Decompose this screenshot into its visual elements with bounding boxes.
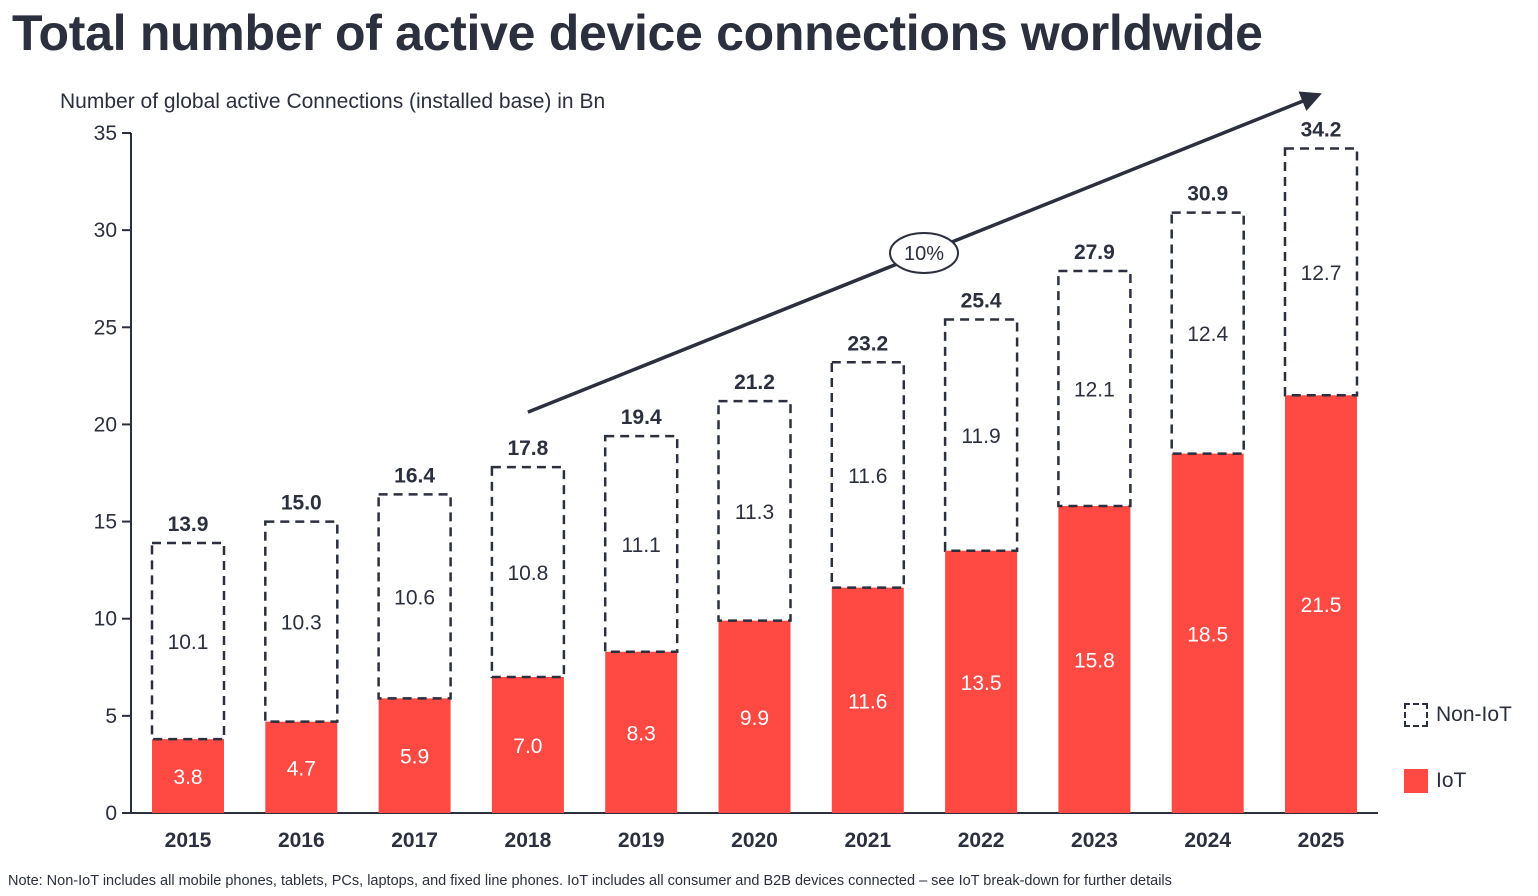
- y-tick-label: 15: [94, 511, 117, 534]
- y-tick-label: 5: [105, 705, 117, 728]
- total-label: 21.2: [734, 371, 775, 394]
- legend-swatch-non-iot: [1404, 703, 1428, 727]
- data-label-non-iot: 12.7: [1301, 262, 1342, 285]
- total-label: 27.9: [1074, 241, 1115, 264]
- bar-non-iot: [1283, 147, 1359, 397]
- legend-item-iot: IoT: [1404, 769, 1466, 793]
- total-label: 19.4: [621, 406, 662, 429]
- data-label-non-iot: 11.1: [622, 534, 661, 557]
- bar-non-iot: [1170, 211, 1245, 455]
- total-label: 34.2: [1301, 119, 1342, 142]
- data-label-non-iot: 11.9: [961, 425, 1000, 448]
- total-label: 25.4: [961, 290, 1002, 313]
- x-tick-label: 2015: [165, 829, 212, 852]
- y-tick-label: 35: [94, 122, 117, 145]
- data-label-non-iot: 12.1: [1074, 378, 1115, 401]
- data-label-non-iot: 11.3: [735, 501, 774, 524]
- trend-annotation: 10%: [527, 91, 1322, 414]
- data-label-iot: 21.5: [1301, 594, 1342, 617]
- total-label: 15.0: [281, 492, 322, 515]
- bar-non-iot: [377, 493, 452, 700]
- data-label-non-iot: 12.4: [1187, 323, 1228, 346]
- y-tick-label: 30: [94, 219, 117, 242]
- data-label-iot: 18.5: [1187, 623, 1228, 646]
- bar-iot: [265, 721, 338, 813]
- x-tick-label: 2021: [844, 829, 891, 852]
- x-tick-label: 2022: [958, 829, 1005, 852]
- bar-iot: [1285, 395, 1357, 813]
- cagr-label: 10%: [904, 243, 944, 265]
- legend-label-non-iot: Non-IoT: [1436, 703, 1512, 726]
- total-label: 13.9: [168, 513, 209, 536]
- bar-non-iot: [490, 465, 566, 679]
- x-tick-label: 2025: [1298, 829, 1345, 852]
- bar-iot: [378, 698, 451, 813]
- cagr-bubble: [889, 232, 959, 274]
- bar-iot: [605, 651, 678, 813]
- bar-non-iot: [717, 399, 792, 622]
- data-label-iot: 7.0: [513, 735, 542, 758]
- data-label-iot: 11.6: [848, 690, 887, 713]
- x-tick-label: 2019: [618, 829, 665, 852]
- bar-iot: [152, 739, 224, 813]
- data-label-iot: 15.8: [1074, 650, 1115, 673]
- bar-iot: [831, 587, 904, 813]
- bar-non-iot: [943, 318, 1019, 552]
- footnote: Note: Non-IoT includes all mobile phones…: [8, 873, 1172, 889]
- data-label-iot: 13.5: [961, 672, 1002, 695]
- data-label-non-iot: 10.8: [507, 562, 548, 585]
- x-tick-label: 2018: [505, 829, 552, 852]
- total-label: 23.2: [847, 332, 888, 355]
- total-label: 30.9: [1187, 183, 1228, 206]
- x-tick-label: 2017: [391, 829, 438, 852]
- total-label: 16.4: [394, 464, 435, 487]
- bar-iot: [718, 620, 791, 813]
- y-tick-label: 0: [105, 802, 117, 825]
- bar-non-iot: [150, 541, 226, 741]
- data-label-non-iot: 10.6: [394, 586, 435, 609]
- data-label-iot: 4.7: [287, 757, 316, 780]
- data-label-iot: 3.8: [173, 766, 202, 789]
- data-label-non-iot: 11.6: [848, 465, 887, 488]
- data-label-iot: 5.9: [400, 746, 429, 769]
- x-tick-label: 2020: [731, 829, 778, 852]
- bar-iot: [1171, 453, 1244, 813]
- bar-iot: [1058, 506, 1131, 813]
- bar-iot: [945, 550, 1018, 813]
- bar-non-iot: [264, 520, 339, 723]
- y-tick-label: 20: [94, 413, 117, 436]
- y-tick-label: 10: [94, 608, 117, 631]
- chart-title: Total number of active device connection…: [12, 5, 1263, 61]
- total-label: 17.8: [507, 437, 548, 460]
- y-tick-label: 25: [94, 316, 117, 339]
- bar-non-iot: [1057, 269, 1132, 508]
- y-axis-title: Number of global active Connections (ins…: [60, 90, 606, 113]
- data-label-non-iot: 10.1: [168, 631, 209, 654]
- value-labels: 3.8 10.1 13.9 2015 4.7 10.3 15.0 2016 5.9 10.6 16.…: [165, 119, 1345, 852]
- bar-non-iot: [830, 361, 906, 589]
- legend-item-non-iot: Non-IoT: [1404, 703, 1512, 727]
- legend-label-iot: IoT: [1436, 769, 1467, 792]
- x-tick-label: 2023: [1071, 829, 1118, 852]
- bar-iot: [491, 677, 564, 813]
- data-label-iot: 8.3: [627, 722, 656, 745]
- x-tick-label: 2024: [1184, 829, 1231, 852]
- bars: [150, 147, 1359, 813]
- x-tick-label: 2016: [278, 829, 325, 852]
- data-label-non-iot: 10.3: [281, 612, 322, 635]
- legend-swatch-iot: [1404, 769, 1428, 793]
- data-label-iot: 9.9: [740, 707, 769, 730]
- bar-non-iot: [603, 434, 679, 653]
